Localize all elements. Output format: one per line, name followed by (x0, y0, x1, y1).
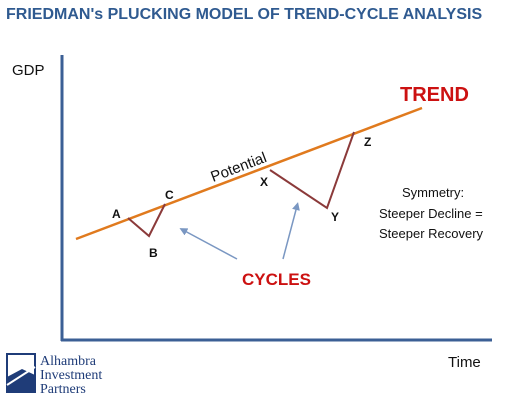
cycles-label: CYCLES (242, 270, 311, 289)
logo-line-2: Investment (40, 368, 103, 383)
cycles-arrow-right (282, 202, 300, 260)
x-axis-label: Time (448, 354, 481, 371)
large-cycle-dip (269, 131, 355, 210)
alhambra-logo: Alhambra Investment Partners (6, 353, 166, 401)
point-a-label: A (112, 207, 121, 221)
diagram-title: FRIEDMAN's PLUCKING MODEL OF TREND-CYCLE… (6, 6, 483, 23)
symmetry-line-1: Symmetry: (402, 185, 464, 200)
trend-label: TREND (400, 84, 469, 106)
cycles-arrow-left (179, 228, 238, 260)
symmetry-line-2: Steeper Decline = (379, 206, 483, 221)
point-y-label: Y (331, 210, 339, 224)
point-x-label: X (260, 175, 268, 189)
small-cycle-dip (127, 203, 166, 238)
logo-mark-icon (6, 353, 36, 393)
y-axis-label: GDP (12, 62, 45, 79)
point-z-label: Z (364, 135, 371, 149)
symmetry-line-3: Steeper Recovery (379, 226, 484, 241)
point-b-label: B (149, 246, 158, 260)
point-c-label: C (165, 188, 174, 202)
logo-line-3: Partners (40, 382, 86, 397)
trend-line (75, 106, 423, 241)
logo-line-1: Alhambra (40, 354, 96, 369)
